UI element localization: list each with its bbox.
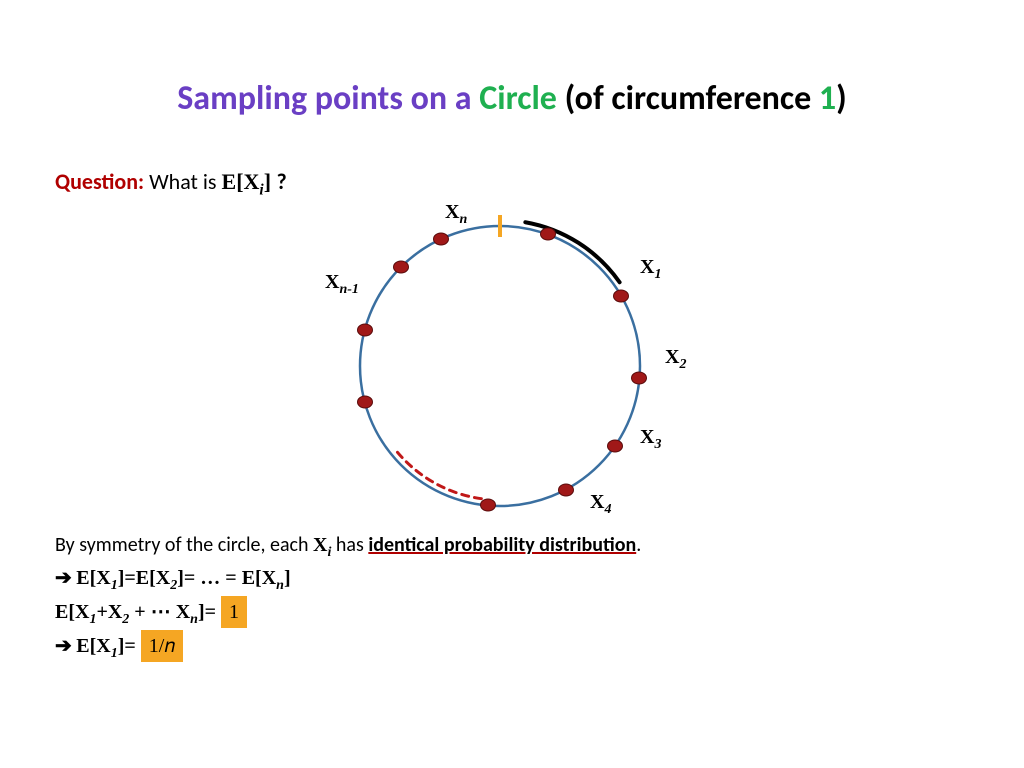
question-mark: ? — [277, 168, 287, 195]
page-title: Sampling points on a Circle (of circumfe… — [0, 78, 1024, 119]
line1-a: By symmetry of the circle, each — [55, 533, 313, 557]
expr-var: X — [244, 169, 260, 194]
expr-pre: E[ — [222, 169, 244, 194]
sample-dot — [558, 483, 574, 496]
question-text: What is — [144, 168, 221, 195]
label-X4: X4 — [590, 491, 611, 518]
sample-dot — [631, 372, 647, 385]
sample-dot — [540, 228, 556, 241]
circle-svg — [330, 206, 670, 526]
top-tick — [498, 215, 502, 237]
line2: ➔ E[X1]=E[X2]= … = E[Xn] — [55, 563, 641, 596]
sample-dot — [393, 261, 409, 274]
box-1: 1 — [221, 596, 247, 628]
line3: E[X1+X2 + ⋯ Xn]= 1 — [55, 596, 641, 630]
circle-diagram: XnXn-1X1X2X3X4 — [330, 206, 670, 516]
label-X2: X2 — [665, 346, 686, 373]
label-X3: X3 — [640, 426, 661, 453]
sample-dot — [357, 396, 373, 409]
title-part4: 1 — [819, 78, 836, 119]
title-part3: (of circumference — [565, 78, 819, 119]
line1-d: . — [636, 533, 641, 557]
line4: ➔ E[X1]= 1/𝑛 — [55, 630, 641, 664]
expr-post: ] — [264, 169, 277, 194]
label-Xn1: Xn-1 — [325, 271, 359, 298]
question-label: Question: — [55, 168, 144, 195]
sample-dot — [433, 233, 449, 246]
label-X1: X1 — [640, 256, 661, 283]
line1-b: has — [331, 533, 368, 557]
line1: By symmetry of the circle, each Xi has i… — [55, 530, 641, 563]
sample-dot — [357, 323, 373, 336]
sample-dot — [607, 440, 623, 453]
label-Xn: Xn — [445, 201, 467, 228]
line1-var: X — [313, 534, 327, 556]
sample-dot — [480, 499, 496, 512]
title-part1: Sampling points on a — [177, 78, 479, 119]
title-part2: Circle — [479, 78, 564, 119]
line1-c: identical probability distribution — [368, 533, 636, 557]
sample-dot — [613, 290, 629, 303]
title-part5: ) — [836, 78, 847, 119]
question-line: Question: What is E[Xi] ? — [55, 168, 287, 199]
box-1n: 1/𝑛 — [141, 630, 183, 662]
explanation-block: By symmetry of the circle, each Xi has i… — [55, 530, 641, 664]
